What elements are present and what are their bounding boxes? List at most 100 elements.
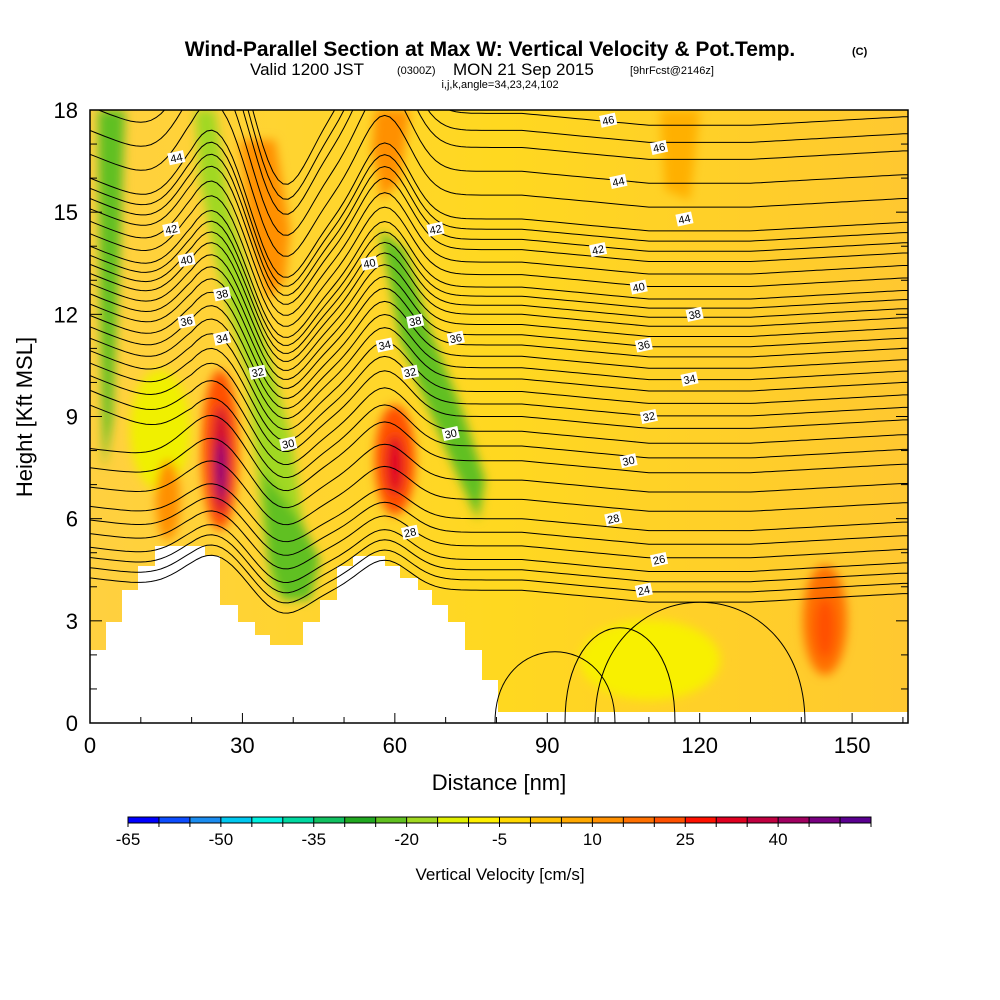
theta-contour-line: [90, 524, 908, 584]
colorbar-swatch: [747, 817, 779, 823]
theta-contour-line: [90, 483, 908, 543]
colorbar-tick-label: -50: [209, 830, 234, 849]
contour-label: 30: [279, 436, 298, 452]
contour-label-text: 40: [362, 257, 376, 271]
x-axis: 0 30 60 90 120 150: [84, 713, 904, 758]
plot-area: 46 46 44 44 44 42 42 42 40 40 40 38 38 38 36 36 36 34 34 34…: [90, 110, 908, 723]
x-tick-label: 60: [383, 733, 407, 758]
theta-contour-line: [90, 153, 908, 296]
colorbar-swatch: [189, 817, 222, 823]
contour-label-box: [248, 364, 267, 380]
x-tick-label: 30: [230, 733, 254, 758]
contour-label: 42: [162, 221, 181, 237]
contour-label-text: 28: [606, 513, 620, 527]
colorbar-label: Vertical Velocity [cm/s]: [415, 865, 584, 884]
contour-label-text: 44: [677, 213, 691, 227]
colorbar-swatch: [809, 817, 841, 823]
contour-label-box: [162, 221, 181, 237]
contour-label-text: 36: [637, 339, 651, 353]
theta-contour-line: [90, 141, 908, 287]
contour-label-box: [406, 313, 425, 329]
contour-label-text: 36: [449, 332, 463, 346]
updraft-second-core: [386, 435, 404, 495]
colorbar-swatch: [530, 817, 562, 823]
contour-label-box: [441, 425, 460, 442]
colorbar-tick-label: -35: [301, 830, 326, 849]
contour-label-text: 32: [642, 410, 656, 424]
contour-label: 42: [589, 242, 608, 258]
y-tick-label: 18: [54, 98, 78, 123]
contour-label-box: [213, 330, 232, 346]
contour-label-text: 26: [652, 553, 666, 567]
updraft-lowlevel-right-core: [815, 598, 835, 658]
contour-label: 32: [248, 364, 267, 380]
contour-label-text: 34: [682, 373, 696, 387]
contour-label: 24: [634, 582, 653, 598]
contour-label: 46: [599, 112, 618, 128]
terrain: [90, 546, 908, 723]
colorbar: -65 -50 -35 -20 -5 10 25 40: [116, 816, 872, 849]
contour-label-box: [609, 173, 628, 190]
contour-label: 34: [213, 330, 232, 346]
contour-label-text: 32: [403, 366, 417, 380]
contour-label-text: 40: [632, 281, 646, 295]
contour-label: 38: [685, 306, 704, 322]
colorbar-tick-label: 40: [769, 830, 788, 849]
downdraft-core-low: [262, 470, 320, 600]
contour-label-box: [167, 150, 186, 166]
contour-label: 34: [680, 371, 699, 387]
contour-label-text: 42: [428, 223, 442, 237]
contour-label-text: 42: [591, 243, 605, 257]
updraft-plume-right: [660, 110, 700, 200]
theta-contour-line: [90, 544, 908, 604]
theta-contour-line: [90, 220, 908, 346]
contour-label-text: 40: [180, 254, 194, 268]
theta-contour-line: [97, 110, 908, 215]
subtitle-date: MON 21 Sep 2015: [453, 60, 594, 79]
theta-contour-line: [90, 242, 908, 362]
colorbar-tick-label: -65: [116, 830, 141, 849]
theta-contour-line: [252, 110, 908, 185]
theta-contour-line: [90, 231, 908, 354]
contour-label-box: [675, 211, 694, 227]
x-tick-label: 120: [681, 733, 718, 758]
contour-label: 44: [675, 211, 694, 227]
title-mark: (C): [852, 46, 868, 58]
contour-label-box: [426, 221, 445, 237]
contour-label-text: 30: [444, 427, 458, 441]
contour-label-box: [360, 255, 379, 271]
updraft-main-core: [217, 440, 225, 500]
theta-contour-line: [90, 209, 908, 338]
theta-contour-line: [90, 180, 908, 316]
subtitle-forecast: [9hrFcst@2146z]: [630, 65, 714, 77]
y-tick-label: 15: [54, 200, 78, 225]
contour-label-text: 34: [378, 339, 392, 353]
contour-label: 40: [360, 255, 379, 271]
chart-title: Wind-Parallel Section at Max W: Vertical…: [185, 38, 796, 61]
theta-contour-line: [90, 380, 908, 466]
contour-label: 36: [177, 313, 196, 329]
colorbar-swatch: [220, 817, 253, 823]
contour-label: 32: [401, 364, 420, 380]
updraft-left-flank: [156, 460, 180, 540]
contour-label: 30: [441, 425, 460, 442]
x-tick-label: 90: [535, 733, 559, 758]
contour-label-text: 44: [611, 175, 625, 189]
theta-contour-line: [90, 534, 908, 594]
updraft-plume-top: [372, 110, 410, 200]
contour-label-text: 46: [601, 114, 615, 128]
updraft-plume-upper: [240, 140, 290, 300]
contour-label-box: [375, 337, 394, 353]
y-tick-label: 9: [66, 405, 78, 430]
x-tick-label: 150: [834, 733, 871, 758]
contour-label-box: [629, 279, 648, 295]
contour-label-box: [446, 330, 465, 346]
theta-contour-line: [247, 110, 908, 200]
y-tick-label: 6: [66, 507, 78, 532]
contour-label-box: [685, 306, 704, 322]
theta-contour-line: [90, 414, 908, 492]
downdraft-band-right: [380, 230, 485, 520]
theta-contour-line: [90, 496, 908, 556]
downdraft-band-left: [98, 110, 125, 470]
